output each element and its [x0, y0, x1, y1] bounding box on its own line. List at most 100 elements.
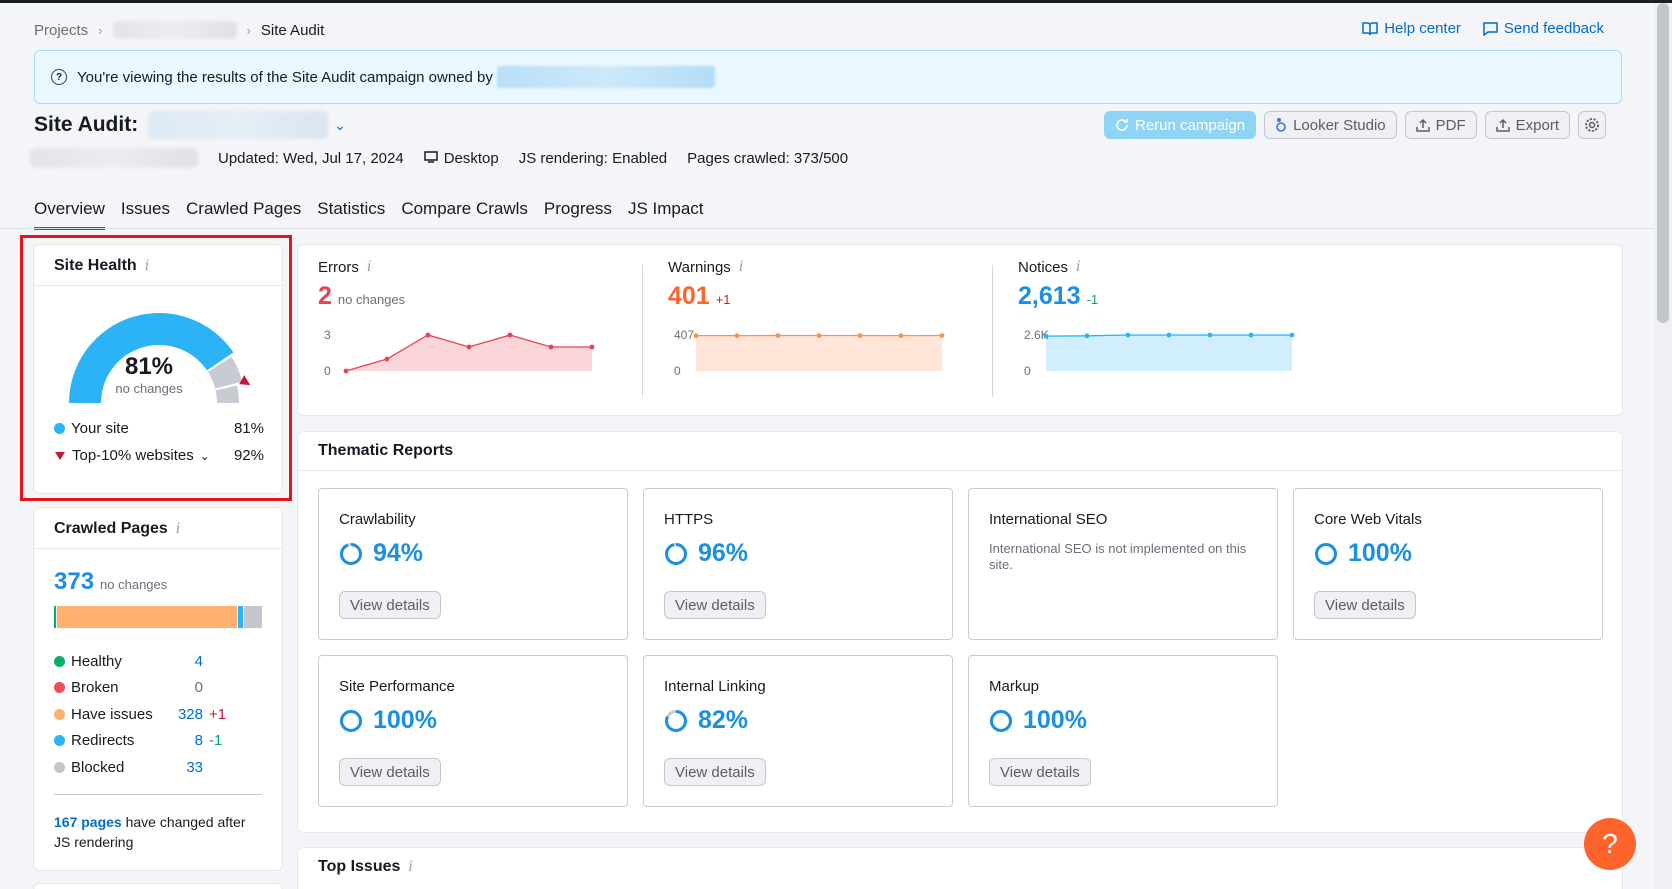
- top10-dropdown[interactable]: Top-10% websites ⌄: [54, 447, 210, 464]
- bar-segment-healthy[interactable]: [54, 606, 57, 628]
- sparkline-point[interactable]: [816, 333, 822, 338]
- tab-js-impact[interactable]: JS Impact: [627, 199, 704, 218]
- legend-value[interactable]: 8: [194, 732, 203, 750]
- chevron-down-icon[interactable]: ⌄: [334, 116, 346, 133]
- sparkline-point[interactable]: [1043, 333, 1049, 339]
- bar-segment-redirects[interactable]: [238, 606, 243, 628]
- info-icon[interactable]: i: [366, 259, 372, 275]
- info-icon[interactable]: i: [408, 859, 413, 875]
- sparkline-point[interactable]: [775, 333, 781, 338]
- sparkline-point[interactable]: [1166, 332, 1172, 338]
- sparkline-point[interactable]: [1289, 332, 1295, 338]
- report-score[interactable]: 100%: [989, 706, 1087, 735]
- info-icon[interactable]: i: [175, 521, 181, 537]
- tab-overview[interactable]: Overview: [34, 199, 105, 230]
- legend-label: Broken: [71, 679, 119, 697]
- domain-name-redacted[interactable]: [148, 111, 329, 139]
- report-markup: Markup 100% View details: [968, 655, 1278, 807]
- scrollbar-thumb[interactable]: [1657, 3, 1669, 323]
- notices-metric[interactable]: Notices i 2,613 -1: [1018, 259, 1099, 310]
- report-score[interactable]: 96%: [664, 539, 748, 568]
- legend-value[interactable]: 33: [186, 758, 203, 776]
- site-health-gauge: [69, 313, 251, 403]
- info-icon[interactable]: i: [144, 258, 150, 274]
- rerun-campaign-button[interactable]: Rerun campaign: [1104, 111, 1257, 139]
- report-score[interactable]: 82%: [664, 706, 748, 735]
- site-health-value: 81%: [124, 353, 174, 380]
- your-site-dot: [54, 423, 65, 434]
- warnings-sparkline: 407 0: [674, 328, 945, 378]
- feedback-icon: [1483, 21, 1498, 36]
- site-health-card: Site Health i 81% no changes Your site 8…: [34, 245, 282, 493]
- sparkline-point[interactable]: [507, 332, 513, 338]
- owner-notice-banner: ? You're viewing the results of the Site…: [34, 50, 1622, 104]
- looker-studio-button[interactable]: Looker Studio: [1264, 111, 1397, 139]
- bar-segment-have-issues[interactable]: [57, 606, 238, 628]
- tab-progress[interactable]: Progress: [543, 199, 612, 218]
- report-name: Markup: [989, 678, 1040, 695]
- help-center-link[interactable]: Help center: [1362, 20, 1461, 37]
- updated-date: Updated: Wed, Jul 17, 2024: [218, 149, 404, 167]
- thematic-reports-card: Thematic Reports Crawlability 94% View det…: [298, 432, 1622, 832]
- view-details-button[interactable]: View details: [1314, 591, 1416, 619]
- page-scrollbar[interactable]: [1654, 3, 1672, 889]
- sparkline-point[interactable]: [693, 333, 699, 339]
- breadcrumb-projects[interactable]: Projects: [34, 21, 89, 39]
- gauge-remaining-arc: [215, 385, 239, 403]
- send-feedback-link[interactable]: Send feedback: [1483, 20, 1604, 37]
- view-details-button[interactable]: View details: [339, 758, 441, 786]
- sparkline-point[interactable]: [589, 344, 595, 350]
- tab-issues[interactable]: Issues: [120, 199, 170, 218]
- view-details-button[interactable]: View details: [989, 758, 1091, 786]
- sparkline-point[interactable]: [898, 333, 904, 339]
- bar-segment-blocked[interactable]: [243, 606, 262, 628]
- breadcrumb-project-name-redacted[interactable]: [112, 21, 237, 39]
- help-fab-button[interactable]: ?: [1584, 818, 1636, 870]
- next-card-edge: [34, 884, 282, 889]
- legend-value[interactable]: 328: [177, 705, 203, 723]
- tab-compare-crawls[interactable]: Compare Crawls: [401, 199, 528, 218]
- crawled-pages-bar: [54, 606, 262, 628]
- report-score[interactable]: 100%: [339, 706, 437, 735]
- export-button[interactable]: Export: [1484, 111, 1570, 139]
- notices-value: 2,613: [1018, 282, 1081, 310]
- report-name: International SEO: [989, 511, 1108, 528]
- sparkline-point[interactable]: [1248, 332, 1254, 338]
- tab-crawled-pages[interactable]: Crawled Pages: [186, 199, 302, 218]
- errors-metric[interactable]: Errors i 2 no changes: [318, 259, 406, 310]
- info-icon[interactable]: i: [1076, 259, 1081, 275]
- sparkline-point[interactable]: [548, 344, 554, 350]
- settings-button[interactable]: [1578, 111, 1606, 139]
- sparkline-point[interactable]: [734, 333, 740, 339]
- view-details-button[interactable]: View details: [664, 591, 766, 619]
- report-score[interactable]: 100%: [1314, 539, 1412, 568]
- page-title: Site Audit:: [34, 113, 139, 136]
- sparkline-point[interactable]: [1207, 332, 1213, 338]
- y-min-label: 0: [1024, 364, 1031, 378]
- sparkline-point[interactable]: [343, 368, 349, 374]
- divider: [34, 548, 282, 549]
- sparkline-point[interactable]: [939, 333, 945, 338]
- warnings-change: +1: [715, 292, 731, 307]
- js-pages-link[interactable]: 167 pages: [54, 814, 122, 830]
- pdf-button[interactable]: PDF: [1404, 111, 1477, 139]
- view-details-button[interactable]: View details: [339, 591, 441, 619]
- sparkline-point[interactable]: [466, 344, 472, 350]
- sparkline-point[interactable]: [1125, 332, 1131, 338]
- tab-statistics[interactable]: Statistics: [317, 199, 386, 218]
- view-details-button[interactable]: View details: [664, 758, 766, 786]
- warnings-metric[interactable]: Warnings i 401 +1: [668, 259, 744, 310]
- sparkline-point[interactable]: [384, 356, 390, 362]
- crawled-total-value[interactable]: 373: [54, 568, 95, 595]
- report-score[interactable]: 94%: [339, 539, 423, 568]
- sparkline-point[interactable]: [1084, 333, 1090, 339]
- errors-sparkline: 30: [324, 328, 595, 378]
- legend-row-blocked: Blocked 33: [54, 754, 264, 781]
- looker-studio-icon: [1276, 118, 1286, 132]
- info-icon[interactable]: i: [738, 259, 744, 275]
- gauge-your-site-arc: [69, 313, 234, 403]
- sparkline-point[interactable]: [425, 332, 431, 338]
- report-name: Crawlability: [339, 511, 416, 528]
- sparkline-point[interactable]: [857, 333, 863, 338]
- legend-value[interactable]: 4: [194, 652, 203, 670]
